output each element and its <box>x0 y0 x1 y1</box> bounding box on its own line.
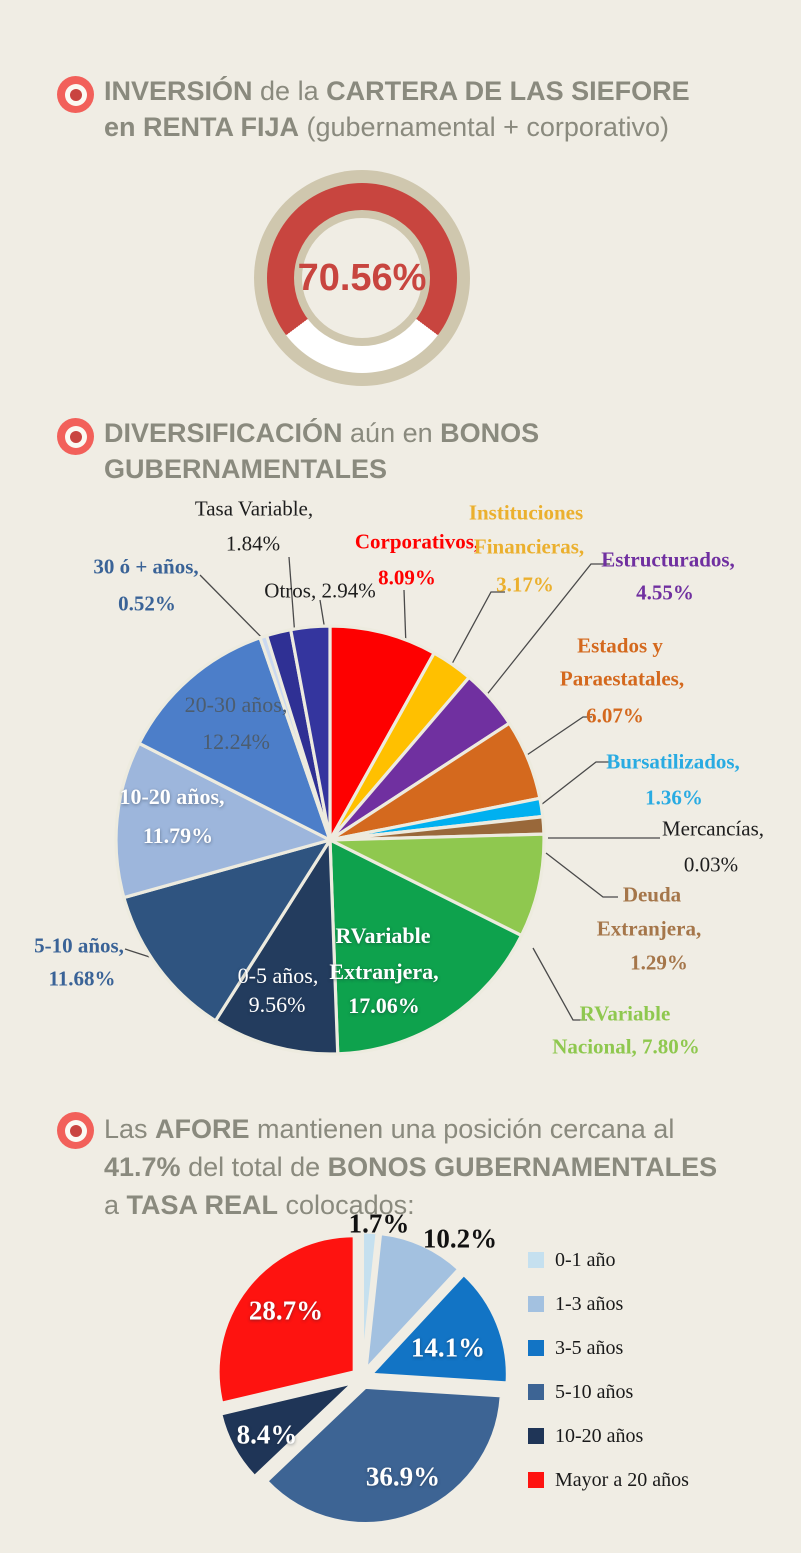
legend-item-10-20-anos: 10-20 años <box>528 1424 643 1448</box>
pie1-label-tasa-variable-0: Tasa Variable, <box>194 496 314 521</box>
pie1-label-estados-paraestatales-2: 6.07% <box>586 703 644 728</box>
pie1-label-corporativos-1: 8.09% <box>378 565 436 590</box>
slice-10-20-anos <box>114 741 332 900</box>
bullet-dot <box>69 1124 82 1137</box>
pie1-label-bursatilizados-0: Bursatilizados, <box>606 749 740 774</box>
section1-title-line2: en RENTA FIJA (gubernamental + corporati… <box>104 112 669 142</box>
pie2-label-1-3-anos: 10.2% <box>422 1223 498 1254</box>
pie1-label-estados-paraestatales-1: Paraestatales, <box>559 666 685 691</box>
pie1-label-estructurados-1: 4.55% <box>636 580 694 605</box>
legend-label: 10-20 años <box>555 1424 644 1447</box>
pie1-label-0-5-anos-0: 0-5 años, <box>237 963 319 988</box>
legend-item-5-10-anos: 5-10 años <box>528 1380 633 1404</box>
slice-otros <box>289 624 332 842</box>
pie1-label-corporativos-0: Corporativos, <box>354 529 480 554</box>
legend-swatch <box>528 1384 544 1400</box>
slice-0-5-anos <box>213 838 340 1056</box>
section1-title: INVERSIÓN de la CARTERA DE LAS SIEFORE e… <box>104 73 764 145</box>
target-bullet-icon <box>57 76 94 113</box>
pie1-label-20-30-anos-0: 20-30 años, <box>184 692 288 717</box>
legend-label: Mayor a 20 años <box>555 1468 689 1491</box>
section2-title: DIVERSIFICACIÓN aún en BONOS GUBERNAMENT… <box>104 415 764 487</box>
section1-title-line1: INVERSIÓN de la CARTERA DE LAS SIEFORE <box>104 76 690 106</box>
pie1-label-estados-paraestatales-0: Estados y <box>577 633 663 658</box>
section2-title-line2: GUBERNAMENTALES <box>104 454 387 484</box>
legend-item-3-5-anos: 3-5 años <box>528 1336 623 1360</box>
pie1-label-mercancias-1: 0.03% <box>683 852 739 877</box>
slice-5-10-anos <box>265 1385 503 1525</box>
bullet-ring <box>64 1119 87 1142</box>
pie1-label-rvariable-extranjera-1: Extranjera, <box>329 959 439 984</box>
pie1-label-estructurados-0: Estructurados, <box>601 547 735 572</box>
legend-swatch <box>528 1428 544 1444</box>
pie1-label-rvariable-extranjera-0: RVariable <box>335 923 431 948</box>
legend-label: 3-5 años <box>555 1336 624 1359</box>
target-bullet-icon <box>57 1112 94 1149</box>
pie1-label-rvariable-nacional-1: Nacional, 7.80% <box>552 1034 700 1059</box>
legend-swatch <box>528 1472 544 1488</box>
legend-item-mayor-20-anos: Mayor a 20 años <box>528 1468 689 1492</box>
pie1-label-rvariable-nacional-0: RVariable <box>579 1001 671 1026</box>
pie1-label-deuda-extranjera-1: Extranjera, <box>596 916 702 941</box>
legend-label: 0-1 año <box>555 1248 616 1271</box>
pie2-label-3-5-anos: 14.1% <box>410 1332 486 1363</box>
pie1-label-10-20-anos-0: 10-20 años, <box>119 784 225 809</box>
pie1-label-deuda-extranjera-2: 1.29% <box>630 950 688 975</box>
gov-bonds-pie-chart <box>114 624 546 1056</box>
slice-5-10-anos <box>122 838 332 1023</box>
pie1-label-bursatilizados-1: 1.36% <box>645 785 703 810</box>
pie1-label-30-o-mas-anos-0: 30 ó + años, <box>93 554 199 579</box>
slice-mayor-20-anos <box>216 1234 356 1405</box>
target-bullet-icon <box>57 418 94 455</box>
donut-hole: 70.56% <box>298 218 426 338</box>
bullet-dot <box>69 88 82 101</box>
legend-item-0-1-ano: 0-1 año <box>528 1248 616 1272</box>
pie2-label-5-10-anos: 36.9% <box>365 1461 441 1492</box>
pie1-label-20-30-anos-1: 12.24% <box>202 729 270 754</box>
slice-20-30-anos <box>137 636 332 842</box>
leader-deuda-extranjera <box>545 852 618 898</box>
slice-1-3-anos <box>364 1232 461 1371</box>
legend-item-1-3-anos: 1-3 años <box>528 1292 623 1316</box>
pie1-label-instituciones-financieras-1: Financieras, <box>473 534 585 559</box>
pie1-label-tasa-variable-1: 1.84% <box>225 531 281 556</box>
legend-swatch <box>528 1340 544 1356</box>
pie1-label-instituciones-financieras-2: 3.17% <box>496 572 554 597</box>
pie2-label-mayor-20-anos: 28.7% <box>248 1295 324 1326</box>
bullet-dot <box>69 430 82 443</box>
pie1-label-mercancias-0: Mercancías, <box>661 816 765 841</box>
section3-title-line3: a TASA REAL colocados: <box>104 1190 415 1220</box>
legend-label: 5-10 años <box>555 1380 634 1403</box>
donut-value-label: 70.56% <box>297 256 427 299</box>
tasa-real-pie-chart <box>216 1230 509 1525</box>
section2-title-line1: DIVERSIFICACIÓN aún en BONOS <box>104 418 540 448</box>
pie1-label-otros-0: Otros, 2.94% <box>264 578 376 603</box>
pie1-label-10-20-anos-1: 11.79% <box>142 823 214 848</box>
pie1-label-0-5-anos-1: 9.56% <box>248 992 306 1017</box>
legend-label: 1-3 años <box>555 1292 624 1315</box>
legend-swatch <box>528 1252 544 1268</box>
pie1-label-instituciones-financieras-0: Instituciones <box>468 500 584 525</box>
pie2-label-0-1-ano: 1.7% <box>348 1208 410 1239</box>
section3-title: Las AFORE mantienen una posición cercana… <box>104 1110 784 1224</box>
slice-10-20-anos <box>219 1381 355 1478</box>
bullet-ring <box>64 83 87 106</box>
donut-chart: 70.56% <box>254 170 470 386</box>
pie1-label-deuda-extranjera-0: Deuda <box>622 882 682 907</box>
pie1-label-5-10-anos-0: 5-10 años, <box>34 933 124 958</box>
pie2-label-10-20-anos: 8.4% <box>236 1419 298 1450</box>
pie1-label-rvariable-extranjera-2: 17.06% <box>348 993 420 1018</box>
slice-rvariable-extranjera <box>328 838 524 1056</box>
slice-3-5-anos <box>369 1273 509 1385</box>
pie1-label-5-10-anos-1: 11.68% <box>48 966 116 991</box>
section3-title-line2: 41.7% del total de BONOS GUBERNAMENTALES <box>104 1152 718 1182</box>
pie1-label-30-o-mas-anos-1: 0.52% <box>118 591 176 616</box>
slice-corporativos <box>328 624 436 842</box>
slice-0-1-ano <box>361 1230 379 1370</box>
slice-rvariable-nacional <box>328 832 546 938</box>
legend-swatch <box>528 1296 544 1312</box>
bullet-ring <box>64 425 87 448</box>
section3-title-line1: Las AFORE mantienen una posición cercana… <box>104 1114 675 1144</box>
